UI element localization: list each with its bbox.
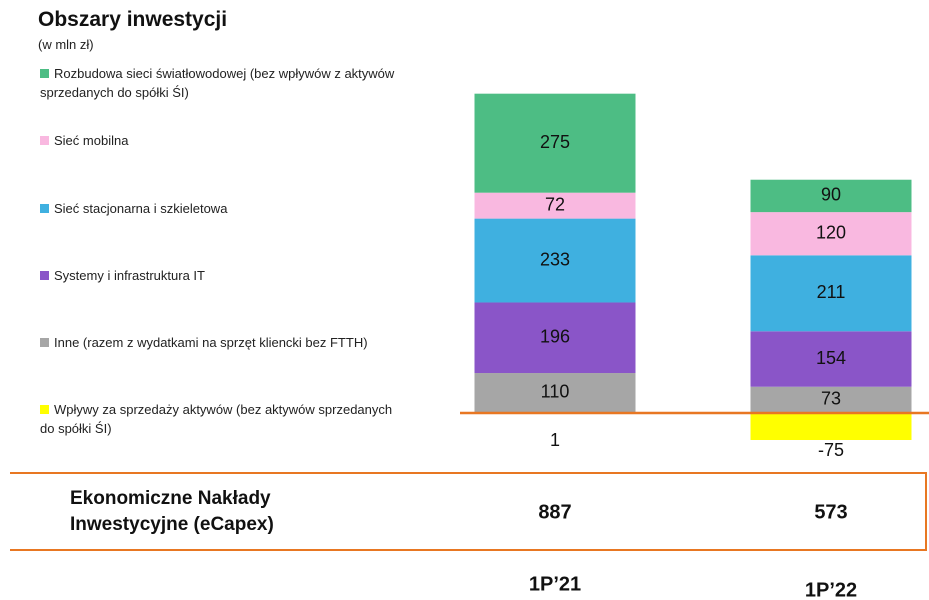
- bar-segment: [750, 212, 912, 256]
- legend-label: Wpływy za sprzedaży aktywów (bez aktywów…: [40, 402, 393, 436]
- legend-swatch: [40, 136, 49, 145]
- bar-segment: [750, 331, 912, 387]
- legend-swatch: [40, 204, 49, 213]
- value-label: 233: [540, 249, 570, 269]
- category-label: 1P’22: [805, 579, 857, 600]
- bar-segment: [474, 93, 636, 193]
- legend-item: Inne (razem z wydatkami na sprzęt klienc…: [40, 333, 410, 352]
- value-label: -75: [818, 440, 844, 460]
- legend-swatch: [40, 405, 49, 414]
- legend-label: Sieć stacjonarna i szkieletowa: [54, 201, 228, 216]
- legend-swatch: [40, 69, 49, 78]
- bar-segment: [750, 179, 912, 213]
- totals-box: [10, 472, 927, 551]
- value-label: 211: [817, 282, 846, 302]
- legend-label: Inne (razem z wydatkami na sprzęt klienc…: [54, 335, 368, 350]
- value-label: 73: [821, 389, 841, 409]
- legend-label: Rozbudowa sieci światłowodowej (bez wpły…: [40, 66, 395, 100]
- legend-label: Systemy i infrastruktura IT: [54, 268, 205, 283]
- bar-segment: [750, 386, 912, 413]
- total-value: 887: [538, 501, 571, 523]
- category-label: 1P’21: [529, 573, 581, 595]
- value-label: 154: [816, 348, 846, 368]
- legend-swatch: [40, 271, 49, 280]
- bar-segment: [474, 218, 636, 303]
- bar-segment: [750, 255, 912, 332]
- bar-segment: [474, 373, 636, 413]
- chart-title: Obszary inwestycji: [38, 8, 228, 31]
- legend-item: Rozbudowa sieci światłowodowej (bez wpły…: [40, 64, 410, 102]
- bar-segment: [750, 413, 912, 440]
- bar-segment: [474, 302, 636, 374]
- bar-segment: [474, 192, 636, 219]
- chart-subtitle: (w mln zł): [38, 37, 94, 52]
- value-label: 110: [541, 382, 570, 402]
- value-label: 1: [550, 430, 560, 450]
- legend-swatch: [40, 338, 49, 347]
- legend-item: Sieć mobilna: [40, 131, 410, 150]
- value-label: 120: [816, 222, 846, 242]
- value-label: 90: [821, 185, 841, 205]
- totals-label: Ekonomiczne Nakłady Inwestycyjne (eCapex…: [70, 488, 274, 535]
- value-label: 196: [540, 327, 570, 347]
- value-label: 275: [540, 132, 570, 152]
- legend-label: Sieć mobilna: [54, 133, 129, 148]
- legend-item: Systemy i infrastruktura IT: [40, 266, 410, 285]
- value-label: 72: [545, 194, 565, 214]
- legend-item: Sieć stacjonarna i szkieletowa: [40, 199, 410, 218]
- total-value: 573: [814, 501, 847, 523]
- legend-item: Wpływy za sprzedaży aktywów (bez aktywów…: [40, 400, 410, 438]
